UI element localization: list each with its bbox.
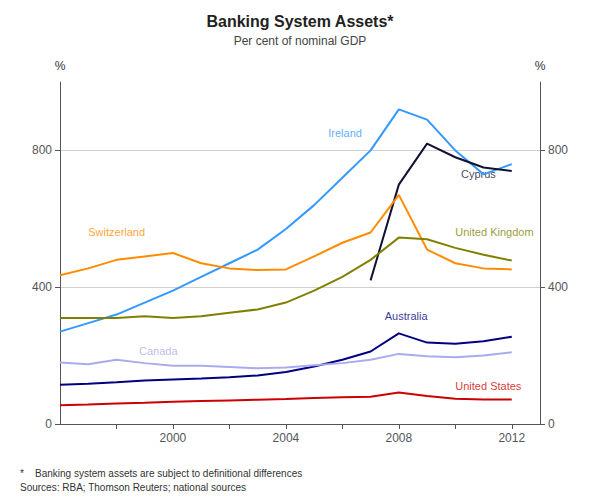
- svg-text:United Kingdom: United Kingdom: [455, 226, 533, 238]
- svg-text:800: 800: [32, 143, 52, 157]
- svg-text:400: 400: [548, 280, 568, 294]
- svg-text:2004: 2004: [273, 431, 300, 445]
- svg-text:%: %: [55, 59, 66, 73]
- svg-text:0: 0: [45, 417, 52, 431]
- svg-text:Switzerland: Switzerland: [88, 226, 145, 238]
- svg-text:0: 0: [548, 417, 555, 431]
- svg-text:United States: United States: [455, 380, 522, 392]
- svg-text:Cyprus: Cyprus: [460, 168, 496, 181]
- svg-text:2000: 2000: [160, 431, 187, 445]
- svg-text:* Banking system assets are: * Banking system assets are subject to d…: [20, 468, 302, 479]
- svg-text:400: 400: [32, 280, 52, 294]
- svg-text:Canada: Canada: [139, 345, 178, 357]
- svg-text:Per cent of nominal GDP: Per cent of nominal GDP: [234, 34, 367, 48]
- svg-text:%: %: [535, 59, 546, 73]
- svg-text:2008: 2008: [385, 431, 412, 445]
- svg-text:2012: 2012: [498, 431, 525, 445]
- svg-text:Australia: Australia: [385, 310, 429, 322]
- svg-text:Sources: RBA; Thomson Reuters;: Sources: RBA; Thomson Reuters; national …: [20, 482, 246, 493]
- svg-text:Ireland: Ireland: [328, 127, 362, 139]
- svg-text:800: 800: [548, 143, 568, 157]
- svg-text:Banking System Assets*: Banking System Assets*: [206, 13, 394, 30]
